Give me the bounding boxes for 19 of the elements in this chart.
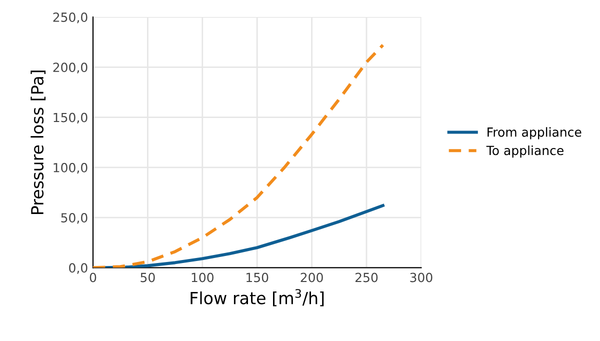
y-tick-label: 50,0 <box>61 213 88 224</box>
x-axis-title: Flow rate [m$^{3}$/h] <box>190 289 324 306</box>
y-axis-title: Pressure loss [Pa] <box>30 70 46 214</box>
x-tick-label: 250 <box>355 272 378 282</box>
y-tick-label: 250,0 <box>53 12 88 24</box>
x-tick-label: 150 <box>246 272 268 282</box>
y-tick-label: 200,0 <box>53 62 88 74</box>
x-tick-label: 50 <box>140 272 155 282</box>
x-tick-label: 300 <box>410 272 432 282</box>
line-series <box>93 44 384 268</box>
x-tick-label: 200 <box>300 272 323 282</box>
y-tick-label: 150,0 <box>54 112 88 124</box>
legend-label: From appliance <box>488 127 582 140</box>
x-tick-label: 0 <box>90 272 96 282</box>
y-tick-label: 0,0 <box>69 263 88 274</box>
legend-label: To appliance <box>486 145 564 158</box>
x-tick-label: 100 <box>192 272 214 282</box>
y-tick-label: 100,0 <box>54 162 88 174</box>
line-series <box>102 204 384 268</box>
